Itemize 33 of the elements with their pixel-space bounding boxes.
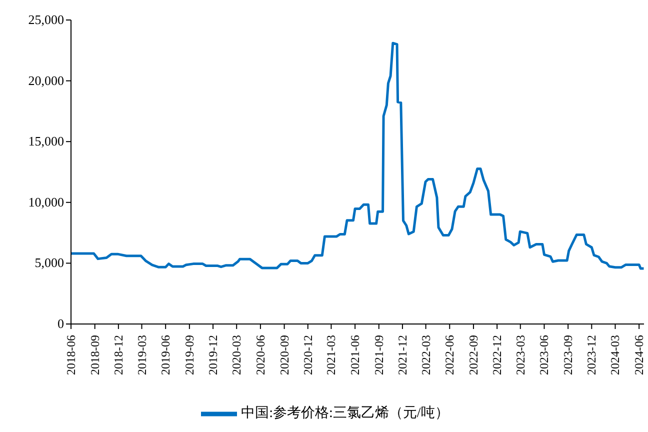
x-tick-label: 2021-03 xyxy=(324,335,338,375)
x-tick-label: 2022-12 xyxy=(490,335,504,375)
x-tick-label: 2020-12 xyxy=(300,335,315,375)
x-tick-label: 2020-09 xyxy=(277,335,292,375)
x-tick-label: 2024-06 xyxy=(632,335,646,375)
x-tick-label: 2019-12 xyxy=(206,335,220,375)
x-tick-label: 2020-03 xyxy=(230,335,244,375)
legend-label: 中国:参考价格:三氯乙烯（元/吨） xyxy=(241,406,449,422)
x-tick-label: 2023-09 xyxy=(561,335,576,375)
x-tick-label: 2019-06 xyxy=(158,335,173,375)
y-tick-label: 25,000 xyxy=(28,12,64,27)
x-tick-label: 2021-12 xyxy=(395,335,410,375)
x-tick-label: 2021-09 xyxy=(372,335,386,375)
y-tick-label: 20,000 xyxy=(28,72,64,88)
x-tick-label: 2018-06 xyxy=(64,335,78,375)
x-tick-label: 2021-06 xyxy=(348,335,362,375)
y-tick-label: 0 xyxy=(58,316,64,331)
y-tick-label: 5,000 xyxy=(34,255,64,270)
y-tick-label: 15,000 xyxy=(28,134,64,149)
x-tick-label: 2019-03 xyxy=(134,335,149,375)
x-tick-label: 2019-09 xyxy=(182,335,196,375)
x-tick-label: 2022-03 xyxy=(418,335,433,375)
line-series xyxy=(71,42,644,270)
x-tick-label: 2018-12 xyxy=(111,335,126,375)
x-tick-label: 2020-06 xyxy=(253,335,268,375)
x-tick-label: 2023-03 xyxy=(513,335,528,375)
x-tick-label: 2023-12 xyxy=(584,335,599,375)
x-tick-label: 2023-06 xyxy=(537,335,552,375)
y-tick-label: 10,000 xyxy=(28,194,64,210)
x-tick-label: 2024-03 xyxy=(608,335,622,375)
x-tick-label: 2022-09 xyxy=(466,335,480,375)
x-tick-label: 2022-06 xyxy=(442,335,457,375)
x-tick-label: 2018-09 xyxy=(88,335,102,375)
